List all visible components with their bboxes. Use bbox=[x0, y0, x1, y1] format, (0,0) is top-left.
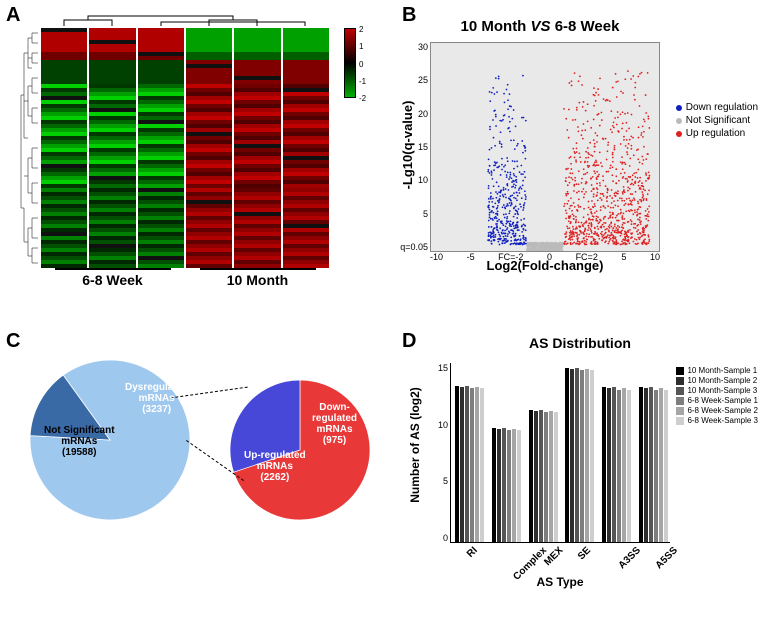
volcano-xlabel: Log2(Fold-change) bbox=[430, 258, 660, 273]
heatmap-colorbar: 210-1-2 bbox=[344, 28, 356, 98]
bar-title: AS Distribution bbox=[400, 335, 760, 351]
bar-plot-area bbox=[450, 363, 670, 543]
pie-dys-label: Dysregulated mRNAs (3237) bbox=[125, 382, 188, 415]
volcano-plot-area bbox=[430, 42, 660, 252]
volcano-points bbox=[431, 43, 659, 251]
bar-yticks: 151050 bbox=[430, 363, 448, 543]
heatmap-group2-label: 10 Month bbox=[185, 272, 330, 288]
volcano-title: 10 Month VS 6-8 Week bbox=[380, 18, 700, 35]
volcano-legend: Down regulationNot SignificantUp regulat… bbox=[676, 100, 758, 141]
heatmap-panel: 210-1-2 6-8 Week 10 Month bbox=[10, 10, 360, 310]
bar-panel: AS Distribution 151050 Number of AS (log… bbox=[400, 335, 760, 615]
pie-panel: Not Significant mRNAs (19588) Dysregulat… bbox=[10, 330, 390, 620]
bar-xticks: RIComplexMEXSEA3SSA5SS bbox=[450, 543, 670, 573]
heatmap-col-dendrogram bbox=[40, 12, 330, 26]
heatmap-row-dendrogram bbox=[20, 28, 38, 268]
pie-down-label: Down- regulated mRNAs (975) bbox=[312, 402, 357, 446]
bar-legend: 10 Month-Sample 110 Month-Sample 210 Mon… bbox=[676, 365, 758, 426]
pie-up-label: Up-regulated mRNAs (2262) bbox=[244, 450, 306, 483]
bar-xlabel: AS Type bbox=[450, 575, 670, 589]
bar-ylabel: Number of AS (log2) bbox=[408, 355, 422, 535]
volcano-panel: 10 Month VS 6-8 Week 30252015105q=0.05 -… bbox=[380, 10, 760, 310]
volcano-ylabel: -Lg10(q-value) bbox=[400, 40, 420, 250]
heatmap-grid bbox=[40, 28, 330, 268]
heatmap-group-labels: 6-8 Week 10 Month bbox=[40, 272, 330, 288]
heatmap-group1-label: 6-8 Week bbox=[40, 272, 185, 288]
pie-notSig-label: Not Significant mRNAs (19588) bbox=[44, 425, 115, 458]
heatmap-colorbar-ticks: 210-1-2 bbox=[359, 25, 373, 103]
